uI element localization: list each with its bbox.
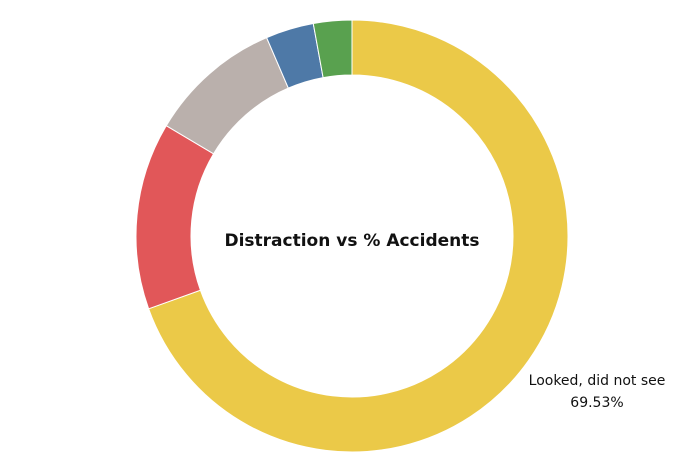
slice-label-value: 69.53% [570, 395, 623, 411]
donut-slice-2 [135, 125, 215, 310]
slice-label-name: Looked, did not see [529, 373, 666, 389]
donut-slice-5 [312, 19, 353, 79]
donut-slice-1 [147, 19, 569, 453]
donut-slice-3 [165, 36, 289, 155]
donut-slices [135, 19, 569, 453]
chart-title: Distraction vs % Accidents [224, 231, 479, 251]
